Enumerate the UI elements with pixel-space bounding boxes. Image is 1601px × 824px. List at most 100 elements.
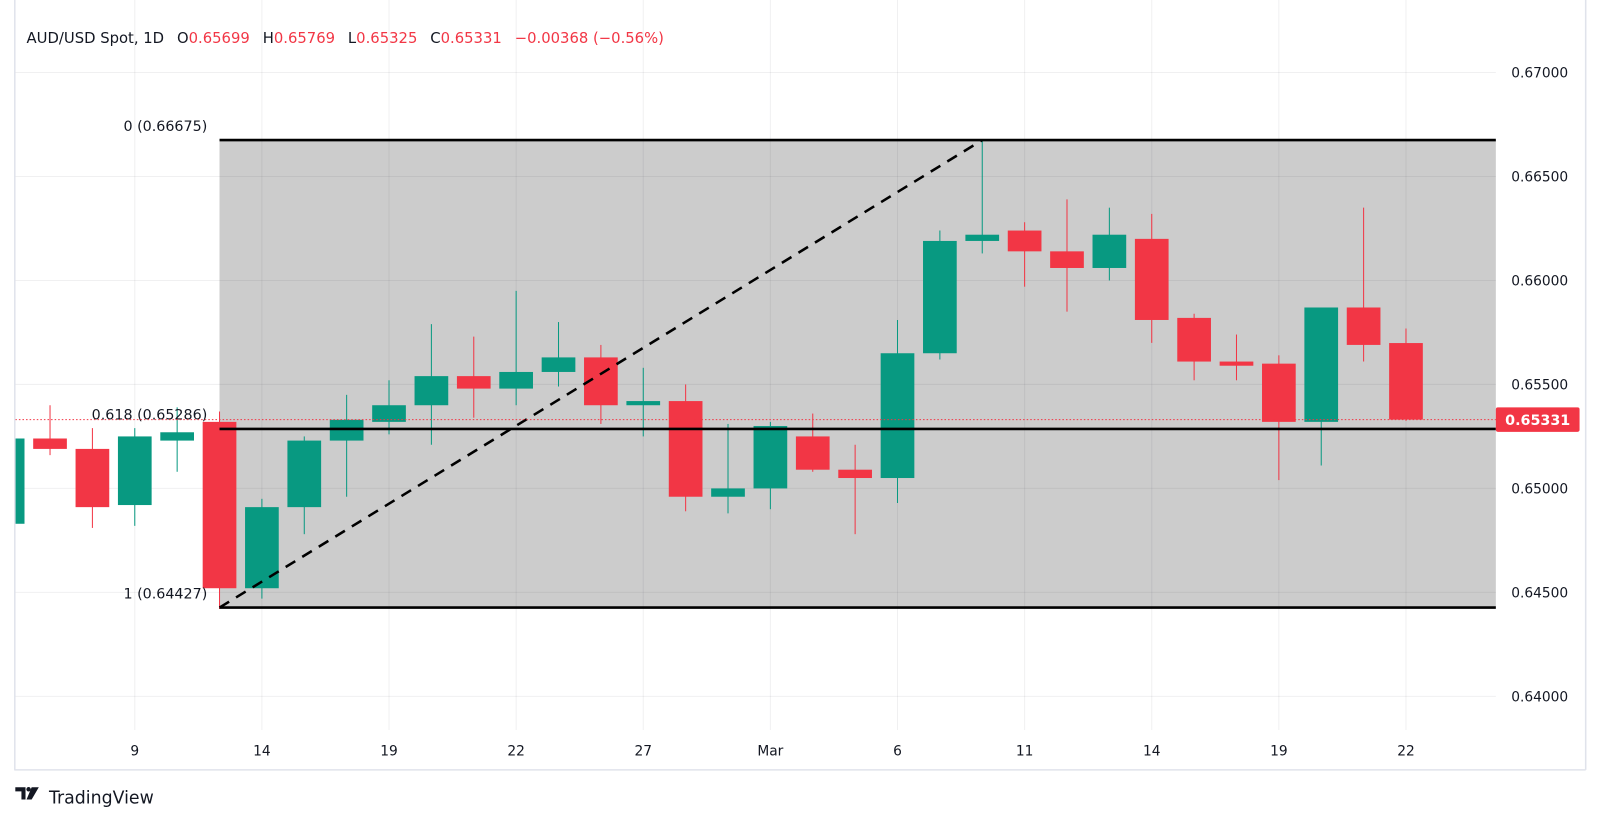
- candle: [838, 444, 872, 535]
- candle-body: [1389, 343, 1423, 420]
- candle-body: [668, 401, 703, 497]
- price-axis[interactable]: 0.67000 0.66500 0.66000 0.65500 0.65000 0.645…: [1495, 66, 1580, 706]
- candle-body: [245, 507, 279, 589]
- candle-body: [287, 440, 322, 508]
- candle: [1177, 313, 1211, 381]
- candle: [965, 140, 1000, 254]
- time-tick-label: 27: [634, 744, 652, 760]
- candle-body: [1050, 251, 1084, 268]
- candle: [499, 290, 533, 406]
- tradingview-logo-text: TradingView: [48, 789, 154, 809]
- fib-trend-line[interactable]: [218, 138, 983, 609]
- candle: [1346, 207, 1381, 362]
- candle: [1304, 307, 1339, 466]
- symbol-title: AUD/USD Spot, 1D: [27, 30, 165, 47]
- price-tick-label: 0.64000: [1511, 689, 1568, 705]
- candle: [1389, 328, 1423, 421]
- candle: [372, 380, 406, 435]
- candle-body: [626, 401, 661, 406]
- time-tick-label: 19: [380, 744, 398, 760]
- candle-body: [1304, 307, 1339, 422]
- time-tick-label: 22: [1397, 744, 1415, 760]
- candle: [1092, 207, 1127, 281]
- candle-body: [965, 234, 1000, 241]
- time-tick-label: 22: [507, 744, 525, 760]
- current-price-badge: [1495, 407, 1580, 432]
- legend: AUD/USD Spot, 1D O0.65699 H0.65769 L0.65…: [27, 30, 664, 47]
- time-axis[interactable]: 9 14 19 22 27 Mar 6 11 14 19 22: [130, 744, 1414, 760]
- price-tick-label: 0.65000: [1511, 482, 1568, 498]
- candle-body: [202, 421, 237, 589]
- candle-body: [1262, 363, 1296, 422]
- price-tick-label: 0.66500: [1511, 170, 1568, 186]
- change-value: −0.00368 (−0.56%): [515, 30, 664, 47]
- candle-body: [541, 357, 576, 372]
- time-tick-label: 19: [1270, 744, 1288, 760]
- time-tick-label: Mar: [757, 744, 783, 760]
- candle-body: [117, 436, 152, 506]
- open-value: 0.65699: [189, 30, 250, 47]
- candle: [117, 428, 152, 526]
- candle: [245, 498, 279, 599]
- candle: [668, 384, 703, 512]
- candle: [753, 421, 788, 510]
- candle: [456, 336, 491, 418]
- candle: [1262, 355, 1296, 481]
- candle-body: [1007, 230, 1042, 252]
- candles: [0, 0, 1423, 777]
- open-label: O: [177, 30, 189, 47]
- time-tick-label: 14: [1143, 744, 1161, 760]
- low-label: L: [348, 30, 357, 47]
- time-tick-label: 11: [1016, 744, 1034, 760]
- candle-body: [1177, 317, 1211, 362]
- high-value: 0.65769: [274, 30, 335, 47]
- fib-level-label: 0 (0.66675): [123, 119, 207, 135]
- price-tick-label: 0.66000: [1511, 274, 1568, 290]
- overlay: 0 (0.66675) 0.618 (0.65286) 1 (0.64427): [15, 119, 1496, 609]
- candle-body: [372, 405, 406, 422]
- candle: [541, 322, 576, 387]
- candle-body: [1134, 238, 1169, 320]
- candle-body: [1092, 234, 1127, 268]
- close-value: 0.65331: [441, 30, 502, 47]
- candle: [626, 367, 661, 437]
- candle: [795, 413, 830, 472]
- tradingview-logo-icon: [15, 787, 39, 800]
- candle-body: [923, 240, 957, 354]
- fib-level-label: 1 (0.64427): [123, 586, 207, 602]
- time-tick-label: 9: [130, 744, 139, 760]
- low-value: 0.65325: [356, 30, 417, 47]
- fib-level-label: 0.618 (0.65286): [92, 408, 208, 424]
- candle-body: [711, 488, 745, 497]
- candle: [711, 423, 745, 514]
- candle: [923, 230, 957, 360]
- candle: [33, 405, 67, 456]
- price-tick-label: 0.64500: [1511, 585, 1568, 601]
- candle-body: [499, 371, 533, 389]
- candle: [287, 436, 322, 535]
- candle-body: [1346, 307, 1381, 345]
- candle: [1134, 213, 1169, 343]
- candle-body: [753, 426, 788, 489]
- high-label: H: [263, 30, 274, 47]
- time-tick-label: 6: [893, 744, 902, 760]
- candle: [414, 324, 449, 445]
- candle-body: [33, 438, 67, 449]
- candle-body: [414, 376, 449, 406]
- candle-body: [160, 432, 194, 441]
- candle: [1007, 222, 1042, 287]
- candle: [160, 407, 194, 472]
- candle-body: [456, 376, 491, 389]
- candle-body: [75, 448, 110, 508]
- candle-body: [1219, 361, 1254, 366]
- price-tick-label: 0.65500: [1511, 378, 1568, 394]
- candle-body: [880, 353, 915, 479]
- left-mask: [0, 0, 15, 777]
- candle: [202, 411, 237, 610]
- current-price-label: 0.65331: [1505, 413, 1570, 429]
- close-label: C: [430, 30, 440, 47]
- candle: [1050, 199, 1084, 312]
- tradingview-logo[interactable]: TradingView: [15, 787, 154, 809]
- time-tick-label: 14: [253, 744, 271, 760]
